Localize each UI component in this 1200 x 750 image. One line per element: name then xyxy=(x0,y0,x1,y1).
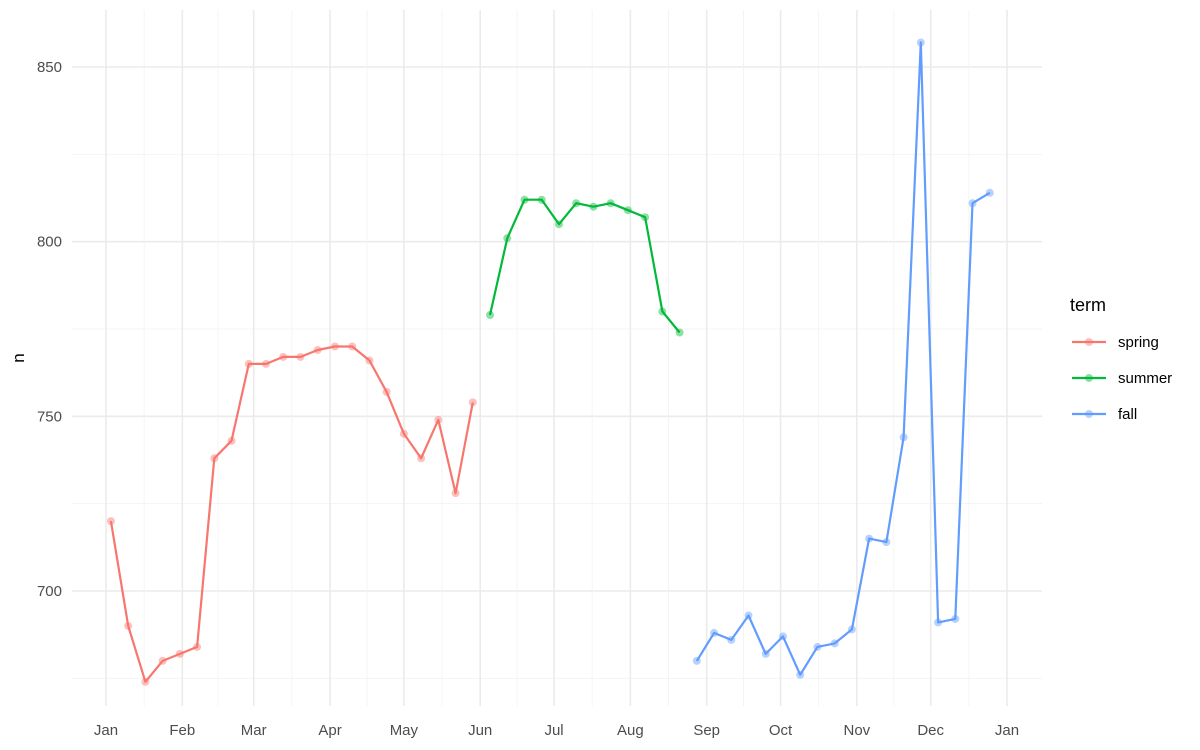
data-point-fall xyxy=(899,433,908,442)
legend-key-point xyxy=(1085,410,1093,418)
data-point-spring xyxy=(279,352,288,361)
series-line-spring xyxy=(109,345,474,683)
data-point-spring xyxy=(434,415,443,424)
data-point-spring xyxy=(193,642,202,651)
data-point-spring xyxy=(124,621,133,630)
data-point-fall xyxy=(778,632,787,641)
data-point-spring xyxy=(348,342,357,351)
data-point-fall xyxy=(727,635,736,644)
data-point-summer xyxy=(606,199,615,208)
data-point-spring xyxy=(417,454,426,463)
data-point-fall xyxy=(744,611,753,620)
data-point-summer xyxy=(554,220,563,229)
legend-key-point xyxy=(1085,374,1093,382)
data-point-fall xyxy=(796,670,805,679)
x-tick-label: Jan xyxy=(94,722,118,739)
data-point-spring xyxy=(227,436,236,445)
data-point-fall xyxy=(882,538,891,547)
data-point-summer xyxy=(572,199,581,208)
data-point-fall xyxy=(761,649,770,658)
data-point-summer xyxy=(675,328,684,337)
data-point-summer xyxy=(589,202,598,211)
data-point-spring xyxy=(365,356,374,365)
x-tick-label: Dec xyxy=(917,722,944,739)
data-point-fall xyxy=(865,534,874,543)
x-tick-label: Aug xyxy=(617,722,644,739)
data-point-fall xyxy=(813,642,822,651)
data-point-spring xyxy=(141,677,150,686)
data-point-fall xyxy=(830,639,839,648)
x-tick-label: Oct xyxy=(769,722,793,739)
legend-label-fall: fall xyxy=(1118,406,1137,423)
legend: term spring summer fall xyxy=(1070,295,1172,423)
x-tick-label: Mar xyxy=(241,722,267,739)
data-point-fall xyxy=(968,199,977,208)
legend-label-spring: spring xyxy=(1118,334,1159,351)
y-tick-label: 850 xyxy=(37,59,62,76)
data-point-summer xyxy=(641,213,650,222)
data-point-spring xyxy=(313,345,322,354)
data-point-spring xyxy=(210,454,219,463)
grid xyxy=(72,10,1042,706)
data-point-fall xyxy=(692,656,701,665)
series-line-summer xyxy=(488,198,681,334)
data-point-spring xyxy=(468,398,477,407)
data-point-spring xyxy=(330,342,339,351)
data-point-summer xyxy=(503,234,512,243)
legend-title: term xyxy=(1070,295,1106,315)
y-tick-label: 750 xyxy=(37,408,62,425)
data-point-spring xyxy=(244,359,253,368)
data-point-spring xyxy=(175,649,184,658)
y-tick-label: 800 xyxy=(37,234,62,251)
data-point-summer xyxy=(537,195,546,204)
data-point-spring xyxy=(399,429,408,438)
x-tick-label: Sep xyxy=(693,722,720,739)
data-point-fall xyxy=(985,188,994,197)
x-tick-label: Feb xyxy=(169,722,195,739)
legend-key-point xyxy=(1085,338,1093,346)
axes: 700 750 800 850 Jan Feb Mar Apr May Jun Jul Aug Sep O… xyxy=(37,59,1019,739)
data-point-summer xyxy=(658,307,667,316)
data-point-fall xyxy=(847,625,856,634)
data-point-spring xyxy=(296,352,305,361)
data-point-fall xyxy=(916,38,925,47)
data-point-spring xyxy=(382,387,391,396)
data-point-fall xyxy=(710,628,719,637)
data-point-fall xyxy=(934,618,943,627)
legend-label-summer: summer xyxy=(1118,370,1172,387)
series-points xyxy=(106,38,994,686)
data-point-spring xyxy=(451,489,460,498)
x-tick-label: Jan xyxy=(995,722,1019,739)
data-point-summer xyxy=(623,206,632,215)
series-lines xyxy=(109,41,991,683)
data-point-spring xyxy=(262,359,271,368)
data-point-spring xyxy=(106,517,115,526)
data-point-fall xyxy=(951,614,960,623)
x-tick-label: Jun xyxy=(468,722,492,739)
series-line-fall xyxy=(695,41,991,676)
y-axis-title: n xyxy=(9,353,28,362)
x-tick-label: Apr xyxy=(318,722,341,739)
y-tick-label: 700 xyxy=(37,583,62,600)
x-tick-label: Jul xyxy=(544,722,563,739)
x-tick-label: Nov xyxy=(843,722,870,739)
data-point-summer xyxy=(486,311,495,320)
data-point-spring xyxy=(158,656,167,665)
data-point-summer xyxy=(520,195,529,204)
x-tick-label: May xyxy=(390,722,419,739)
